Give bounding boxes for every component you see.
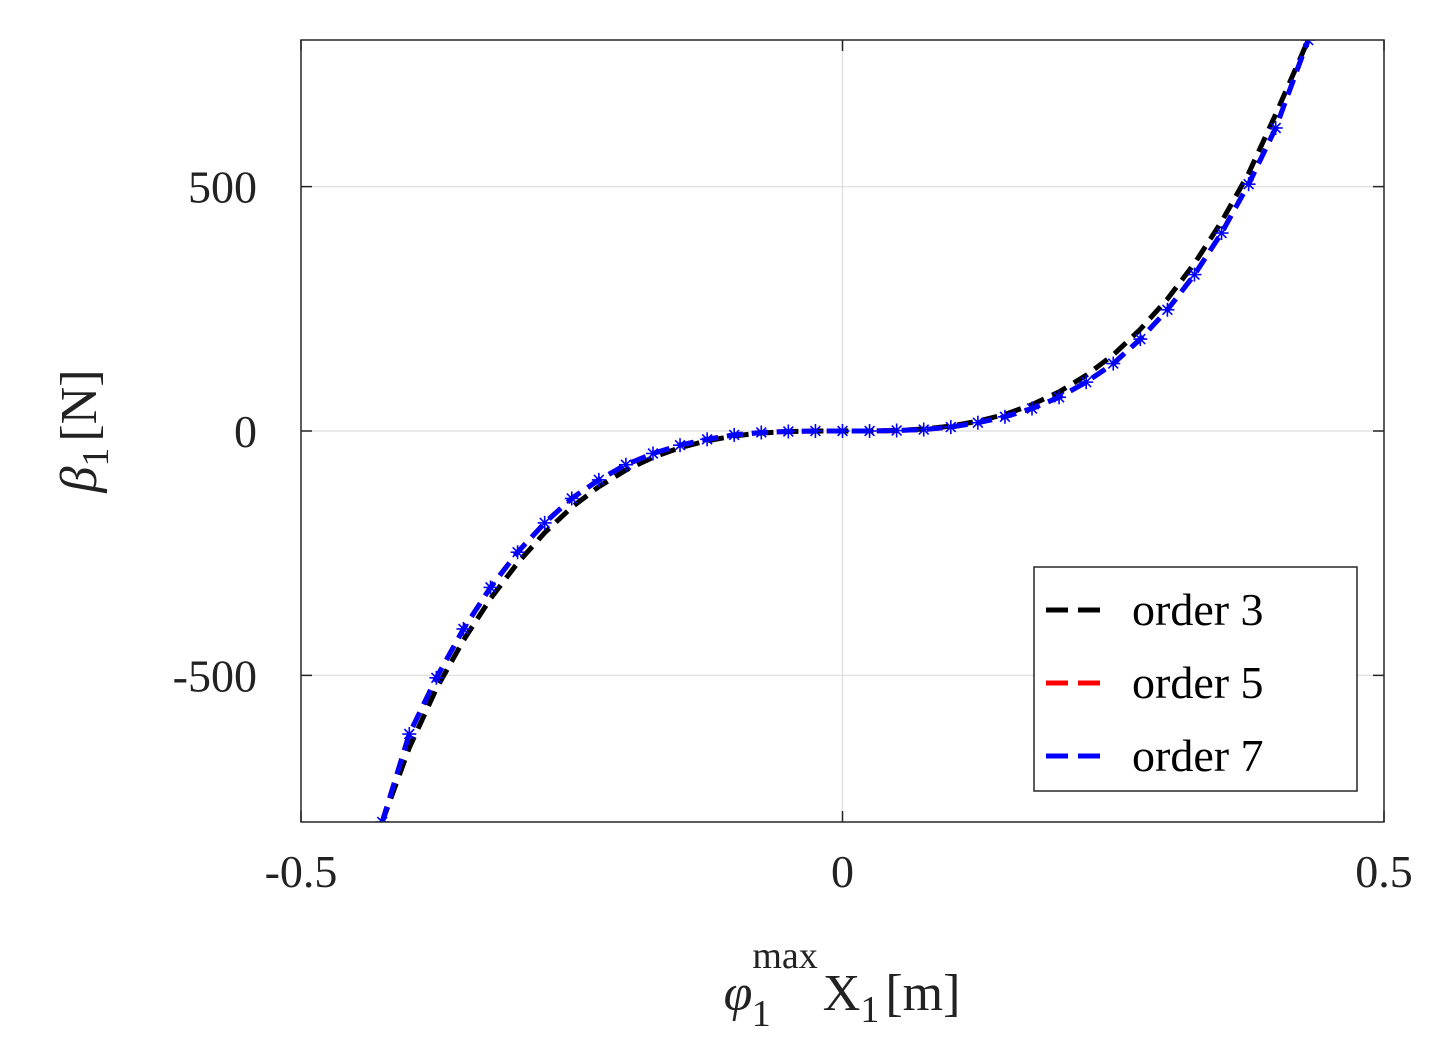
series-point	[916, 422, 931, 437]
series-point	[1133, 332, 1148, 347]
series-point	[537, 515, 552, 530]
x-axis-sub: 1	[752, 993, 771, 1035]
legend-label: order 5	[1132, 657, 1264, 708]
series-point	[456, 621, 471, 636]
x-tick-label: 0.5	[1355, 846, 1413, 897]
series-point	[1052, 390, 1067, 405]
x-axis-symbol: φ	[724, 965, 753, 1022]
series-point	[510, 545, 525, 560]
legend-entry: order 7	[1046, 730, 1264, 781]
series-point	[943, 420, 958, 435]
series-point	[483, 580, 498, 595]
series-point	[1241, 177, 1256, 192]
y-tick-label: 500	[188, 162, 257, 213]
series-point	[1079, 375, 1094, 390]
series-point	[1025, 401, 1040, 416]
x-tick-label: -0.5	[265, 846, 338, 897]
y-axis-label: β1 [N]	[51, 369, 117, 493]
series-point	[835, 424, 850, 438]
series-point	[754, 425, 769, 440]
series-point	[808, 424, 823, 438]
series-point	[1214, 226, 1229, 241]
x-tick-label: 0	[831, 846, 854, 897]
series-point	[673, 438, 688, 453]
legend-entry: order 3	[1046, 584, 1264, 635]
y-axis-unit: [N]	[51, 369, 108, 441]
y-tick-label: -500	[173, 650, 257, 701]
series-point	[970, 415, 985, 430]
series-point	[1301, 40, 1316, 47]
series-point	[1268, 120, 1283, 135]
series-layer	[375, 40, 1316, 822]
series-point	[889, 423, 904, 438]
x-axis-sup: max	[752, 935, 817, 977]
series-point	[429, 670, 444, 685]
series-point	[700, 432, 715, 447]
legend-entry: order 5	[1046, 657, 1264, 708]
series-point	[1106, 356, 1121, 371]
series-point	[727, 427, 742, 442]
y-axis-sub: 1	[75, 448, 117, 467]
series-point	[781, 424, 796, 439]
series-point	[591, 472, 606, 487]
x-axis-var-sub: 1	[860, 989, 879, 1031]
legend-label: order 7	[1132, 730, 1264, 781]
series-point	[645, 446, 660, 461]
series-point	[1160, 302, 1175, 317]
axis-ticks: -0.5 0 0.5 -500 0 500	[173, 40, 1413, 897]
x-axis-unit: [m]	[885, 965, 960, 1022]
series-point	[375, 815, 390, 822]
x-axis-var: X	[823, 965, 861, 1022]
x-axis-label: φmax 1 X1 [m]	[724, 935, 961, 1035]
series-point	[862, 424, 877, 438]
series-point	[564, 491, 579, 506]
series-point	[997, 409, 1012, 424]
legend: order 3 order 5 order 7	[1033, 566, 1358, 792]
legend-label: order 3	[1132, 584, 1264, 635]
y-tick-label: 0	[234, 406, 257, 457]
series-point	[618, 457, 633, 472]
series-point	[402, 727, 417, 742]
legend-items: order 3 order 5 order 7	[1046, 584, 1264, 781]
y-axis-symbol: β	[51, 467, 108, 494]
series-point	[1187, 267, 1202, 282]
